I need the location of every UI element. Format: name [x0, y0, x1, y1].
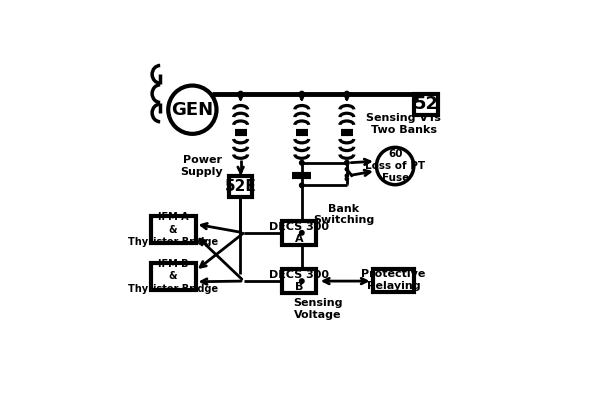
Circle shape — [300, 231, 304, 235]
Bar — [372, 269, 414, 292]
Text: IFM B
&
Thyristor Bridge: IFM B & Thyristor Bridge — [128, 259, 218, 294]
Circle shape — [300, 161, 304, 165]
Circle shape — [345, 177, 349, 181]
Circle shape — [345, 174, 349, 177]
Bar — [150, 216, 195, 243]
Text: Power
Supply: Power Supply — [181, 155, 223, 177]
Text: Sensing
Voltage: Sensing Voltage — [293, 298, 343, 320]
Text: GEN: GEN — [171, 101, 214, 119]
Bar — [282, 221, 316, 245]
Circle shape — [300, 183, 304, 188]
Text: Bank
Switching: Bank Switching — [313, 204, 374, 225]
Text: DECS 300
B: DECS 300 B — [269, 270, 329, 292]
Text: Sensing VTs
Two Banks: Sensing VTs Two Banks — [366, 113, 441, 135]
Bar — [414, 94, 437, 115]
Circle shape — [345, 168, 349, 171]
Text: DECS 300
A: DECS 300 A — [269, 222, 329, 244]
Circle shape — [300, 279, 304, 283]
Text: 60
Loss of PT
Fuse: 60 Loss of PT Fuse — [365, 149, 425, 184]
Text: 52: 52 — [414, 95, 439, 113]
Circle shape — [168, 86, 217, 134]
Text: Protective
Relaying: Protective Relaying — [361, 269, 426, 291]
Bar — [282, 269, 316, 293]
Circle shape — [377, 148, 414, 185]
Bar — [150, 263, 195, 290]
Circle shape — [345, 92, 349, 96]
Circle shape — [239, 92, 243, 96]
Circle shape — [300, 92, 304, 96]
Text: IFM A
&
Thyristor Bridge: IFM A & Thyristor Bridge — [128, 212, 218, 247]
Text: 52E: 52E — [224, 178, 256, 194]
Circle shape — [345, 161, 349, 165]
Bar — [229, 176, 252, 196]
